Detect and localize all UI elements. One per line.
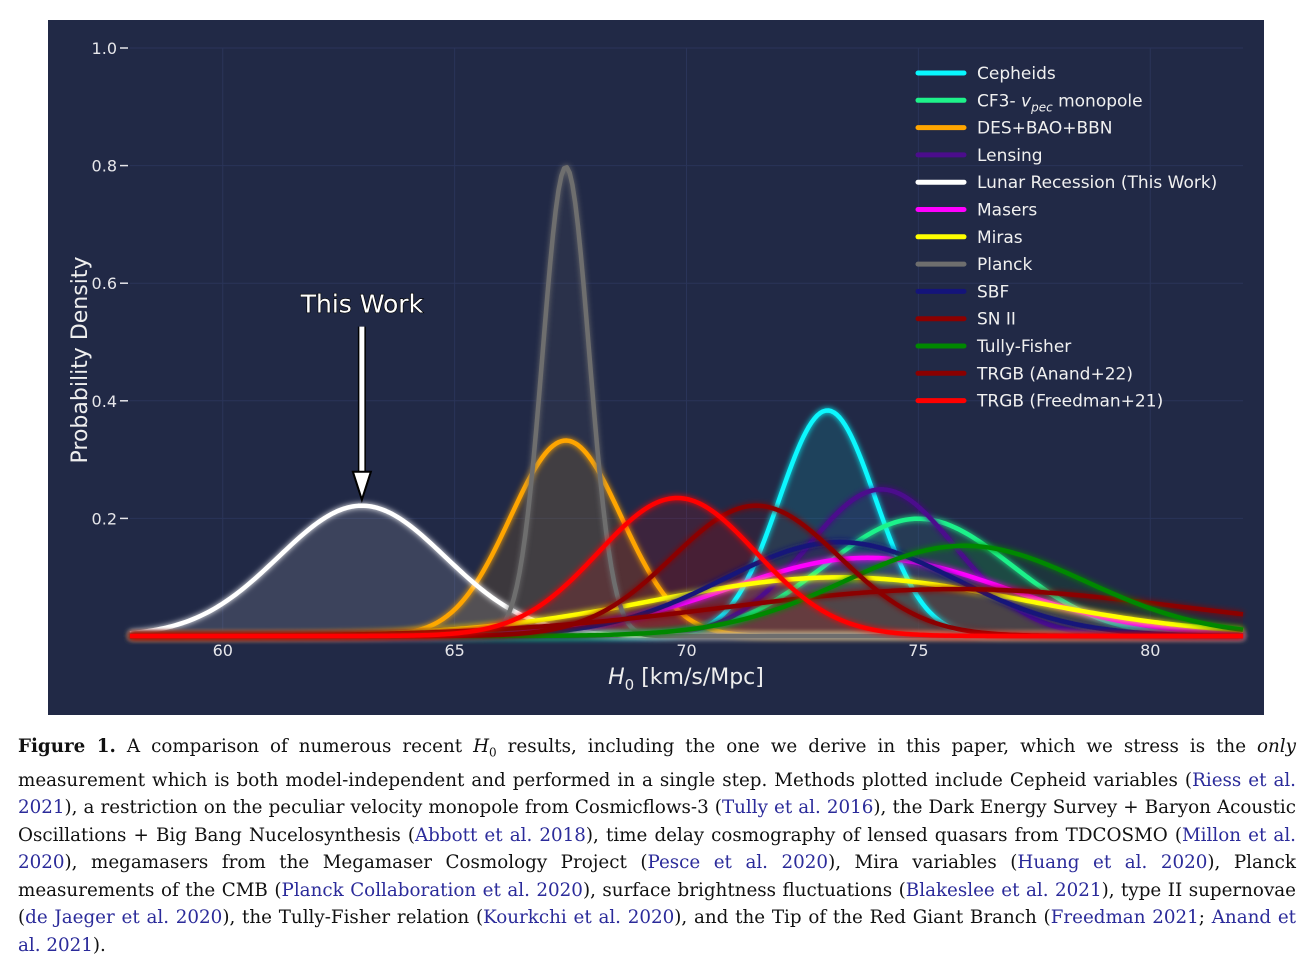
caption-text: ), Mira variables (: [828, 852, 1018, 874]
x-tick-label: 75: [908, 641, 928, 660]
caption-text: measurement which is both model-independ…: [18, 770, 1193, 792]
curve-fill: [130, 557, 1243, 636]
curve-fills: [130, 167, 1243, 636]
x-tick-label: 65: [444, 641, 464, 660]
caption-text: ), the Tully-Fisher relation (: [222, 907, 484, 929]
legend-label: DES+BAO+BBN: [977, 119, 1113, 139]
y-tick-label: 0.6: [92, 274, 117, 293]
y-tick-label: 0.2: [92, 509, 117, 528]
annotation-label: This Work: [300, 290, 424, 319]
curve-fill: [130, 505, 1243, 636]
legend-label: SN II: [977, 310, 1016, 330]
legend-label: TRGB (Freedman+21): [976, 392, 1163, 412]
y-axis-ticks: 0.2 0.4 0.6 0.8 1.0: [92, 39, 128, 528]
legend-label: Planck: [977, 255, 1033, 275]
legend-label: TRGB (Anand+22): [976, 364, 1133, 384]
caption-text: ), megamasers from the Megamaser Cosmolo…: [64, 852, 648, 874]
curve-fill: [130, 545, 1243, 636]
caption-text: ), type II supernovae (: [18, 879, 1296, 929]
legend-label: Masers: [977, 201, 1037, 221]
curve-fill: [130, 518, 1243, 636]
citation-link[interactable]: Kourkchi et al. 2020: [483, 907, 675, 929]
citation-link[interactable]: de Jaeger et al. 2020: [25, 907, 223, 929]
x-axis-label: H0 [km/s/Mpc]: [608, 665, 764, 694]
caption-figure-label: Figure 1.: [18, 736, 116, 757]
caption-text: ), time delay cosmography of lensed quas…: [585, 824, 1182, 846]
grid-lines: [130, 47, 1243, 636]
legend-label: Lunar Recession (This Work): [977, 173, 1217, 193]
legend-label: Cepheids: [977, 64, 1056, 84]
citation-link[interactable]: Anand et al. 2021: [18, 907, 1297, 956]
caption-emphasis: only: [1257, 736, 1296, 757]
y-tick-label: 1.0: [92, 39, 117, 58]
x-axis-ticks: 60 65 70 75 80: [213, 641, 1161, 660]
caption-text: A comparison of numerous recent: [115, 736, 474, 757]
caption-text: ), and the Tip of the Red Giant Branch (: [674, 907, 1051, 929]
caption-text: ;: [1198, 907, 1212, 929]
citation-link[interactable]: Millon et al. 2020: [18, 824, 1296, 874]
citation-link[interactable]: Tully et al. 2016: [721, 797, 874, 819]
citation-link[interactable]: Planck Collaboration et al. 2020: [281, 879, 583, 901]
caption-text: ), a restriction on the peculiar velocit…: [64, 797, 722, 819]
citation-link[interactable]: Huang et al. 2020: [1017, 852, 1208, 874]
legend: Cepheids CF3- vpec monopole DES+BAO+BBN Len…: [915, 64, 1217, 412]
y-tick-label: 0.8: [92, 157, 117, 176]
curve-fill: [130, 577, 1243, 636]
curve-fill: [130, 505, 1243, 636]
y-axis-label: Probability Density: [68, 257, 93, 464]
citation-link[interactable]: Freedman 2021: [1050, 907, 1199, 929]
curve-line: [130, 495, 1243, 639]
h0-probability-chart: 0.2 0.4 0.6 0.8 1.0 60 65 70 75 80 Probability D…: [48, 20, 1264, 715]
curve-lines: [129, 164, 1244, 639]
curve-fill: [130, 542, 1243, 636]
caption-text: ), the Dark Energy Survey + Baryon Acous…: [18, 797, 1296, 846]
caption-text: ), surface brightness fluctuations (: [582, 879, 906, 901]
y-tick-label: 0.4: [92, 392, 117, 411]
curve-fill: [130, 489, 1243, 636]
legend-label: Tully-Fisher: [976, 337, 1071, 357]
citation-link[interactable]: Abbott et al. 2018: [414, 824, 586, 846]
caption-h0-symbol: H: [473, 736, 490, 757]
citation-link[interactable]: Pesce et al. 2020: [647, 852, 829, 874]
legend-label: Lensing: [977, 146, 1043, 166]
legend-label: Miras: [977, 228, 1023, 248]
caption-text: ).: [92, 934, 106, 956]
x-tick-label: 60: [213, 641, 233, 660]
figure-caption: Figure 1. A comparison of numerous recen…: [18, 733, 1296, 959]
caption-h0-subscript: 0: [489, 745, 497, 760]
x-tick-label: 70: [676, 641, 696, 660]
annotation-arrow-head: [351, 470, 373, 503]
citation-link[interactable]: Blakeslee et al. 2021: [905, 879, 1102, 901]
x-tick-label: 80: [1140, 641, 1160, 660]
figure-panel: 0.2 0.4 0.6 0.8 1.0 60 65 70 75 80 Probability D…: [48, 20, 1264, 715]
citation-link[interactable]: Riess et al. 2021: [18, 770, 1296, 819]
legend-label: CF3- vpec monopole: [977, 91, 1143, 114]
curve-fill: [130, 498, 1243, 636]
caption-text: ), Planck measurements of the CMB (: [18, 852, 1296, 901]
caption-text: results, including the one we derive in …: [496, 736, 1258, 757]
this-work-annotation: This Work: [299, 289, 424, 503]
legend-label: SBF: [977, 282, 1009, 302]
